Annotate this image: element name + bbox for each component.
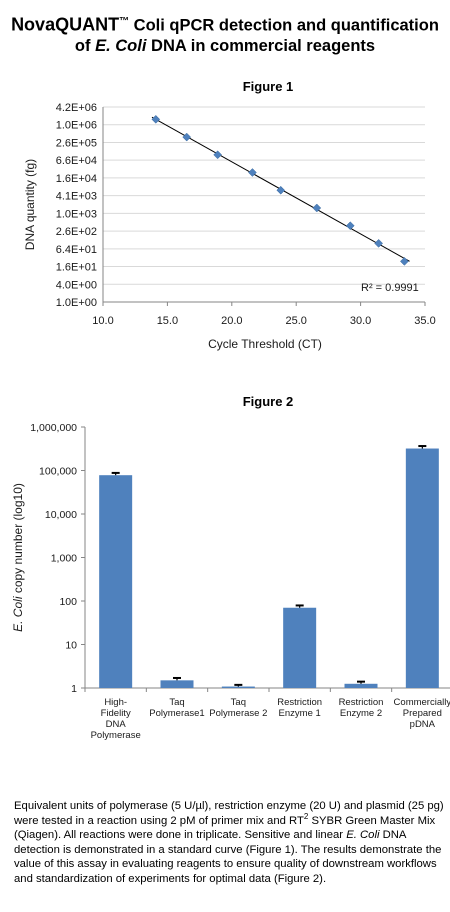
y-tick-label: 4.2E+06 <box>56 102 97 114</box>
y-tick-label: 100 <box>59 596 77 608</box>
y-tick-label: 1.0E+06 <box>56 120 97 132</box>
bar <box>221 686 255 688</box>
category-label: Enzyme 2 <box>340 708 382 719</box>
data-point <box>312 203 322 213</box>
category-label: DNA <box>106 719 127 730</box>
title-line-2-suffix: DNA in commercial reagents <box>146 36 376 55</box>
category-label: Commercially <box>394 697 450 708</box>
category-label: Enzyme 1 <box>279 708 321 719</box>
title-line-1-rest: Coli qPCR detection and quantification <box>129 16 439 35</box>
y-tick-label: 2.6E+02 <box>56 226 97 238</box>
category-label: pDNA <box>410 719 436 730</box>
r-squared-annotation: R² = 0.9991 <box>361 282 419 294</box>
y-tick-label: 6.4E+01 <box>56 244 97 256</box>
caption-part-1: Equivalent units of polymerase (5 U/µl),… <box>14 800 444 827</box>
page-title: NovaQUANT™ Coli qPCR detection and quant… <box>0 12 450 56</box>
data-point <box>151 114 161 124</box>
y-axis-title: E. Coli copy number (log10) <box>11 483 25 632</box>
bar <box>99 475 133 688</box>
bar <box>405 448 439 688</box>
data-point <box>213 150 222 160</box>
caption-italic: E. Coli <box>346 829 380 841</box>
y-axis-title-italic: E. Coli <box>11 596 25 632</box>
data-point <box>276 185 286 195</box>
category-label: Restriction <box>277 697 322 708</box>
data-point <box>374 239 383 248</box>
y-tick-label: 1 <box>71 683 77 695</box>
caption-part-3: DNA detection is demonstrated in a stand… <box>14 829 442 885</box>
y-axis-title-rest: copy number (log10) <box>11 483 25 596</box>
category-label: Polymerase <box>91 730 141 741</box>
x-axis-title: Cycle Threshold (CT) <box>208 337 322 351</box>
category-label: Taq <box>231 697 246 708</box>
figure-caption: Equivalent units of polymerase (5 U/µl),… <box>14 799 446 886</box>
title-line-1: NovaQUANT™ Coli qPCR detection and quant… <box>0 12 450 36</box>
category-label: Polymerase 2 <box>209 708 267 719</box>
y-tick-label: 6.6E+04 <box>56 155 97 167</box>
y-tick-label: 4.0E+00 <box>56 279 97 291</box>
category-label: Polymerase1 <box>149 708 204 719</box>
category-label: Fidelity <box>101 708 131 719</box>
bar <box>344 683 378 688</box>
title-line-2: of E. Coli DNA in commercial reagents <box>0 36 450 56</box>
y-tick-label: 1.0E+03 <box>56 208 97 220</box>
trademark-symbol: ™ <box>119 16 130 27</box>
figure-2-chart: 1,000,000 100,000 10,000 1,000 100 10 1 High-Fi… <box>11 422 450 741</box>
y-tick-label: 1,000 <box>51 553 77 565</box>
y-tick-label: 10 <box>65 640 77 652</box>
figure-2-title: Figure 2 <box>242 394 294 409</box>
title-line-2-italic: E. Coli <box>95 36 147 55</box>
figure-1-title: Figure 1 <box>242 79 294 94</box>
bar <box>160 680 194 688</box>
x-tick-label: 20.0 <box>221 315 242 327</box>
caption-superscript: 2 <box>303 811 309 821</box>
x-tick-label: 30.0 <box>350 315 371 327</box>
data-point <box>182 132 192 142</box>
category-label: Taq <box>169 697 184 708</box>
title-line-2-prefix: of <box>74 36 96 55</box>
category-label: Restriction <box>339 697 384 708</box>
y-tick-label: 10,000 <box>45 509 77 521</box>
y-tick-label: 1.6E+04 <box>56 173 97 185</box>
x-tick-label: 35.0 <box>414 315 435 327</box>
y-tick-label: 1.6E+01 <box>56 262 97 274</box>
y-tick-label: 100,000 <box>39 466 77 478</box>
y-tick-label: 2.6E+05 <box>56 137 97 149</box>
category-label: Prepared <box>403 708 442 719</box>
x-tick-label: 10.0 <box>92 315 113 327</box>
x-tick-label: 25.0 <box>285 315 306 327</box>
y-axis-title: DNA quantity (fg) <box>23 159 37 250</box>
data-point <box>248 168 257 177</box>
data-point <box>400 257 409 266</box>
y-tick-label: 1,000,000 <box>30 422 77 434</box>
bar <box>283 607 317 688</box>
category-label: High- <box>104 697 127 708</box>
x-tick-label: 15.0 <box>157 315 178 327</box>
y-tick-label: 1.0E+00 <box>56 297 97 309</box>
caption-part-2: SYBR Green Master Mix (Qiagen). All reac… <box>14 814 436 842</box>
figure-1-chart: 4.2E+06 1.0E+06 2.6E+05 6.6E+04 1.6E+04 4.1E+… <box>23 102 436 351</box>
data-point <box>345 221 355 231</box>
y-tick-label: 4.1E+03 <box>56 191 97 203</box>
brand-name: NovaQUANT <box>11 14 120 35</box>
